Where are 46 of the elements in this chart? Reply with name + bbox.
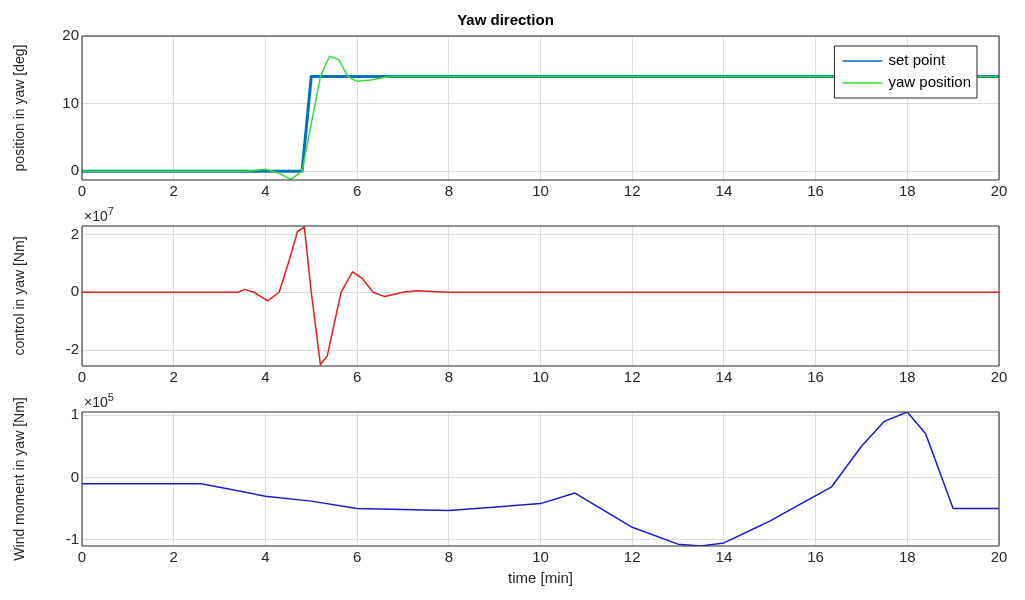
y-tick-label: 0 <box>70 282 79 300</box>
x-tick-label: 20 <box>990 548 1008 566</box>
x-tick-label: 2 <box>169 548 178 566</box>
x-tick-label: 8 <box>444 368 453 386</box>
x-tick-label: 2 <box>169 368 178 386</box>
x-tick-label: 4 <box>261 548 270 566</box>
y-axis-title: position in yaw [deg] <box>11 44 28 172</box>
x-tick-label: 14 <box>715 368 733 386</box>
x-tick-label: 14 <box>715 548 733 566</box>
x-tick-label: 10 <box>532 368 549 386</box>
x-tick-label: 6 <box>352 368 362 386</box>
x-axis-title: time [min] <box>507 569 574 587</box>
legend-label: set point <box>888 51 946 69</box>
x-tick-label: 12 <box>623 368 641 386</box>
x-tick-label: 16 <box>807 368 824 386</box>
x-tick-label: 14 <box>715 182 733 200</box>
x-tick-label: 20 <box>990 182 1008 200</box>
x-tick-label: 8 <box>444 182 453 200</box>
x-tick-label: 2 <box>169 182 178 200</box>
x-tick-label: 10 <box>532 182 549 200</box>
x-tick-label: 18 <box>898 182 916 200</box>
x-tick-label: 18 <box>898 368 916 386</box>
x-tick-label: 16 <box>807 182 824 200</box>
y-tick-label: -1 <box>65 529 79 547</box>
x-tick-label: 4 <box>261 368 270 386</box>
y-tick-label: 1 <box>70 405 79 423</box>
y-tick-label: 20 <box>62 26 79 44</box>
x-tick-label: 18 <box>898 548 916 566</box>
x-tick-label: 20 <box>990 368 1008 386</box>
x-tick-label: 10 <box>532 548 549 566</box>
y-tick-label: -2 <box>65 340 79 358</box>
x-tick-label: 12 <box>623 182 641 200</box>
chart-title: Yaw direction <box>457 11 554 29</box>
y-tick-label: 0 <box>70 467 79 485</box>
x-tick-label: 4 <box>261 182 270 200</box>
x-tick-label: 8 <box>444 548 453 566</box>
y-tick-label: 10 <box>62 93 79 111</box>
y-tick-label: 0 <box>70 161 79 179</box>
y-tick-label: 2 <box>70 224 79 242</box>
y-axis-title: control in yaw [Nm] <box>11 236 28 356</box>
legend-label: yaw position <box>888 73 971 91</box>
x-tick-label: 16 <box>807 548 824 566</box>
x-tick-label: 6 <box>352 548 362 566</box>
x-tick-label: 12 <box>623 548 641 566</box>
x-tick-label: 6 <box>352 182 362 200</box>
y-axis-title: Wind moment in yaw [Nm] <box>11 397 28 561</box>
